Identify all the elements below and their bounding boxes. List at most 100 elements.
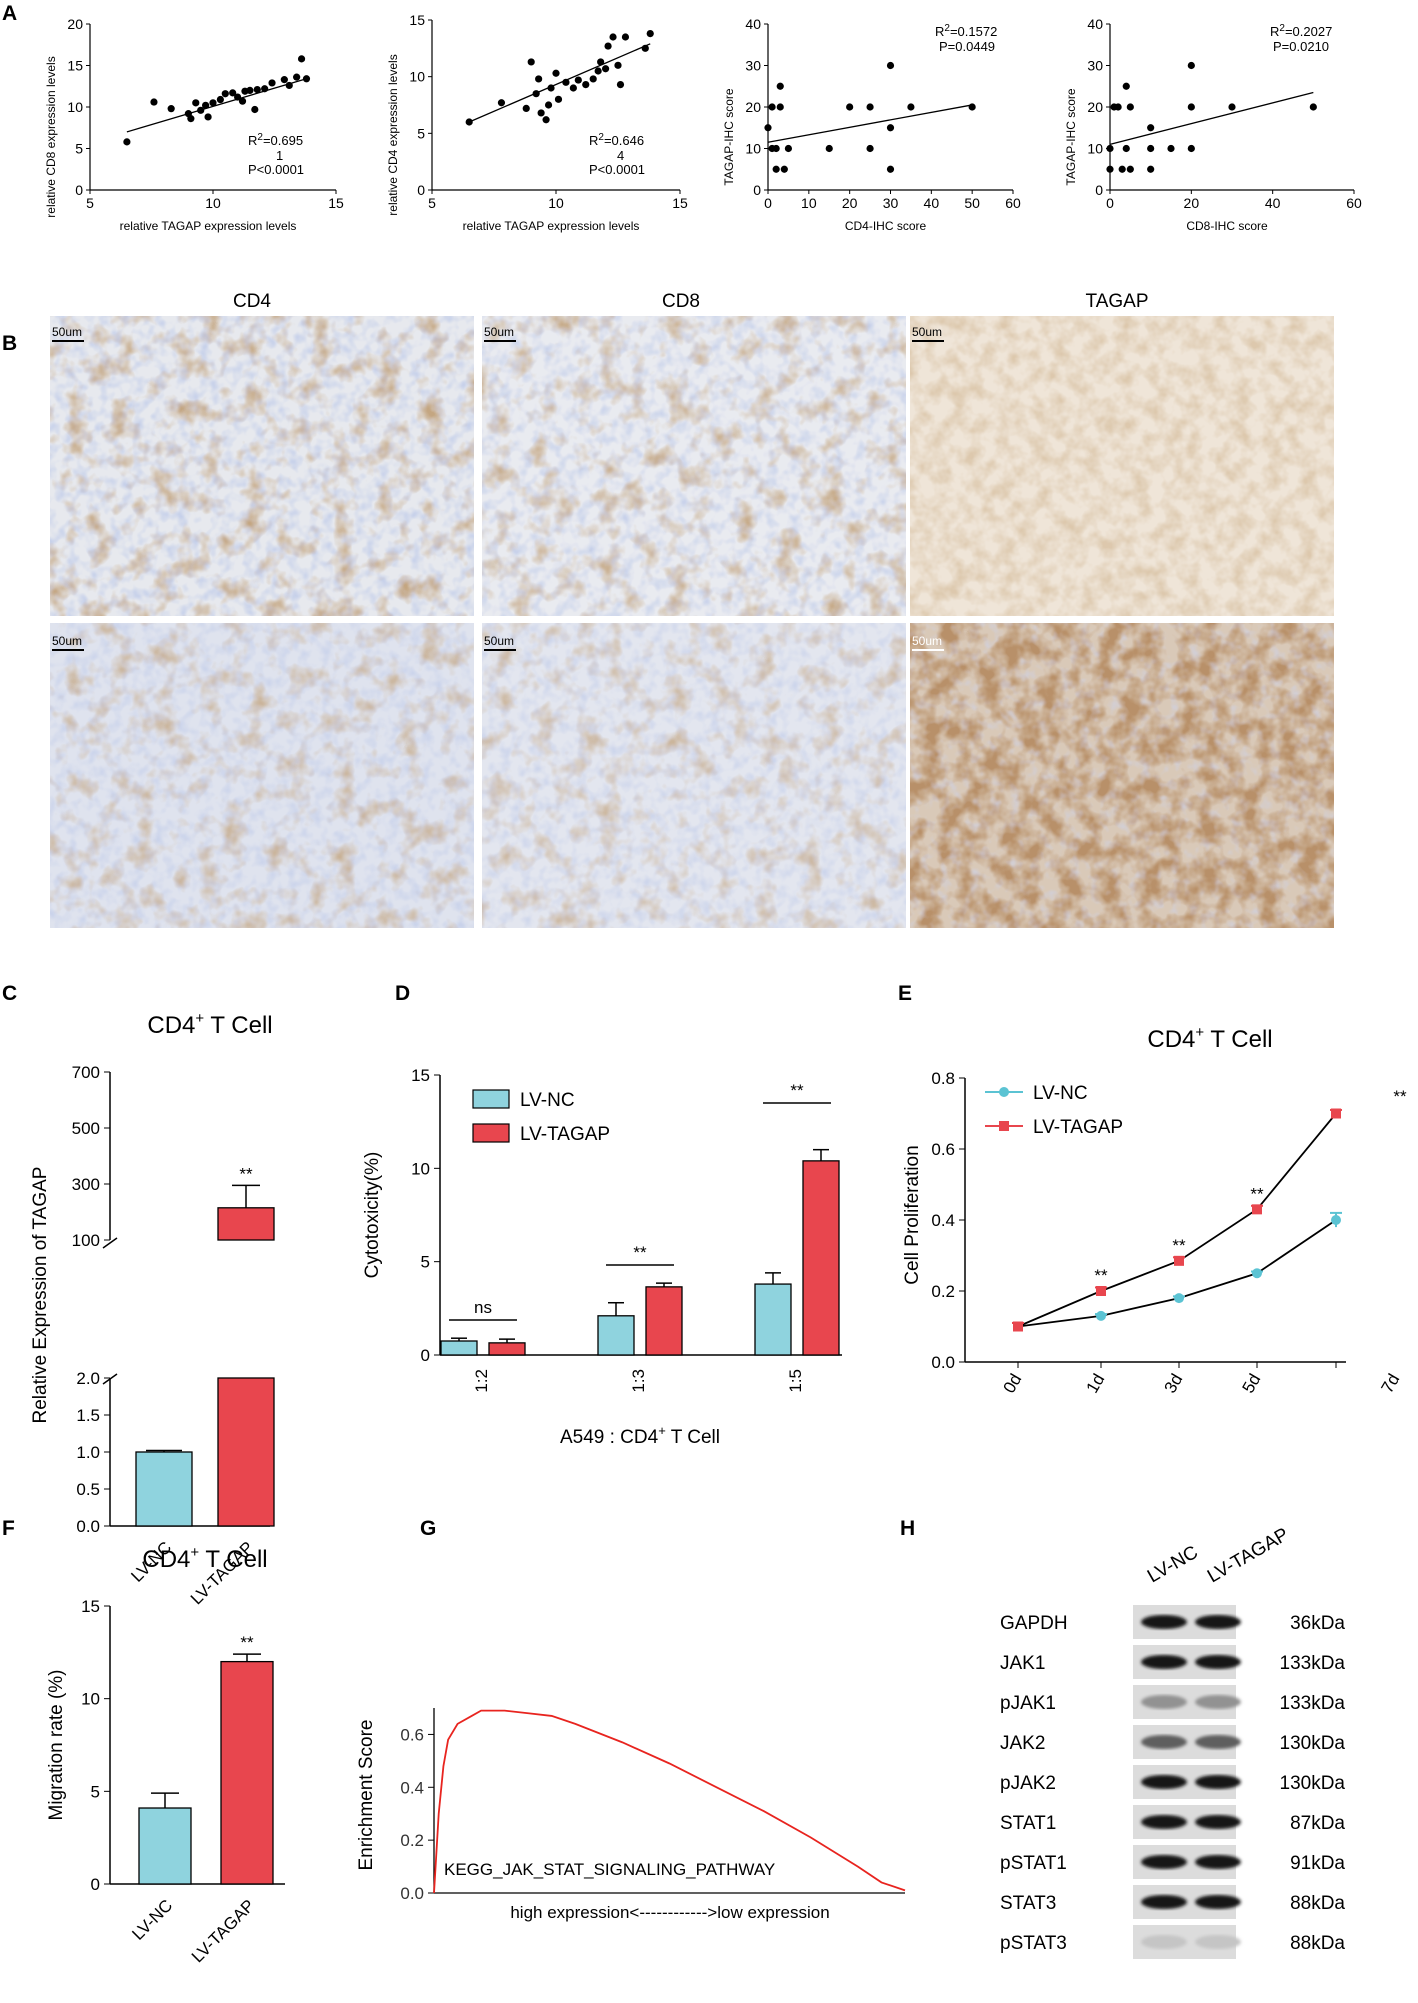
micrograph-title-tagap: TAGAP (1086, 291, 1149, 312)
x-tick-label: 0 (1106, 195, 1114, 211)
significance-label: ** (1172, 1236, 1186, 1255)
western-blot: LV-NC LV-TAGAP GAPDH 36kDa JAK1 133kDa pJAK1 13… (1000, 1524, 1345, 1959)
chart-g: 0.0 0.2 0.4 0.6 KEGG_JAK_STAT_SIGNALING_PATH… (356, 1708, 906, 1922)
axis-break-gap (216, 1242, 276, 1376)
blot-band (1141, 1615, 1187, 1629)
y-axis-label: TAGAP-IHC score (722, 88, 736, 185)
protein-label: JAK1 (1000, 1653, 1045, 1674)
scatter-point (1147, 165, 1155, 173)
svg-text:50um: 50um (52, 325, 82, 339)
svg-text:50um: 50um (912, 634, 942, 648)
lane-label: LV-NC (1144, 1542, 1202, 1587)
svg-text:50um: 50um (52, 634, 82, 648)
scatter-point (886, 165, 895, 173)
y-tick-label: 0.0 (400, 1884, 424, 1903)
x-axis-label: CD8-IHC score (1186, 219, 1268, 233)
blot-band (1195, 1775, 1241, 1789)
scatter-point (204, 113, 212, 121)
svg-text:50um: 50um (912, 325, 942, 339)
panel-label-a: A (2, 2, 17, 25)
x-tick-label: 0 (764, 195, 772, 211)
svg-text:R2=0.646: R2=0.646 (589, 132, 644, 148)
scatter-point (866, 144, 874, 153)
y-axis-label: Cell Proliferation (902, 1145, 923, 1284)
scatter-point (574, 76, 582, 84)
scatter-point (764, 124, 772, 132)
blot-band (1141, 1815, 1187, 1829)
y-tick-label: 10 (409, 69, 425, 85)
y-tick-label: 0 (753, 182, 761, 198)
protein-label: JAK2 (1000, 1733, 1045, 1754)
scatter-point (1106, 144, 1114, 153)
fit-line (767, 104, 973, 143)
bar (220, 1660, 274, 1885)
x-axis-label: high expression<------------>low express… (510, 1903, 829, 1922)
scatter-point (221, 90, 229, 98)
x-tick-label: 20 (1184, 195, 1200, 211)
panel-label-g: G (420, 1517, 436, 1540)
x-tick-label: 5 (86, 195, 94, 211)
scatter-point (1147, 144, 1155, 153)
scatter-point (968, 103, 976, 111)
chart-title: CD4+ T Cell (1147, 1024, 1272, 1053)
scatter-stats-a1: R2=0.695 1 P<0.0001 (248, 132, 304, 177)
data-point (1331, 1215, 1341, 1225)
significance-label: ** (1393, 1087, 1407, 1106)
protein-label: pSTAT3 (1000, 1933, 1067, 1954)
svg-text:R2=0.695: R2=0.695 (248, 132, 303, 148)
svg-text:R2=0.1572: R2=0.1572 (935, 23, 997, 39)
y-tick-label: 40 (745, 16, 761, 32)
fit-line (468, 43, 651, 123)
x-tick-label: 40 (924, 195, 940, 211)
scatter-point (527, 58, 535, 66)
scatter-point (251, 105, 259, 114)
significance-label: ** (1250, 1184, 1264, 1203)
protein-label: pJAK1 (1000, 1693, 1056, 1714)
scatter-point (542, 116, 550, 124)
scatter-point (594, 67, 602, 75)
x-axis-label-part: + (658, 1423, 666, 1438)
scatter-a3: 0 10 20 30 40 50 60 0 10 20 30 40 CD4-IHC score TAGAP… (722, 16, 1021, 233)
scatter-point (253, 85, 261, 94)
y-tick-label: 5 (421, 1253, 430, 1272)
scatter-point (280, 76, 288, 84)
scatter-point (123, 138, 131, 146)
y-tick-label: 500 (72, 1119, 100, 1138)
scale-bars: 50um 50um 50um 50um 50um 50um (52, 325, 944, 651)
scatter-point (554, 95, 563, 103)
x-tick-label: 5d (1239, 1371, 1265, 1397)
scatter-point (604, 42, 612, 50)
scatter-point (569, 84, 577, 92)
y-axis-label: Cytotoxicity(%) (362, 1152, 383, 1279)
y-axis-label: relative CD8 expression levels (44, 56, 58, 217)
x-tick-label: 60 (1005, 195, 1021, 211)
blot-band (1195, 1855, 1241, 1869)
chart-title-part: CD4 (142, 1546, 190, 1573)
scatter-point (241, 87, 249, 95)
x-tick-label: 15 (672, 195, 688, 211)
y-tick-label: 30 (745, 58, 761, 74)
panel-label-h: H (900, 1517, 915, 1540)
scatter-point (907, 103, 915, 111)
svg-text:1: 1 (276, 148, 283, 163)
legend-marker (999, 1121, 1009, 1131)
y-tick-label: 0.8 (931, 1069, 955, 1088)
scatter-point (582, 81, 590, 89)
scatter-point (772, 144, 780, 153)
legend-marker (999, 1087, 1009, 1097)
scatter-point (187, 115, 195, 123)
micrograph-tagap-top (910, 316, 1334, 616)
y-tick-label: 0.4 (400, 1778, 424, 1797)
axis-break-mark (102, 1237, 118, 1249)
x-tick-label: 60 (1346, 195, 1362, 211)
svg-text:P<0.0001: P<0.0001 (589, 162, 645, 177)
y-tick-label: 0 (1095, 182, 1103, 198)
protein-label: STAT1 (1000, 1813, 1056, 1834)
y-axis-label: TAGAP-IHC score (1064, 88, 1078, 185)
blot-band (1141, 1855, 1187, 1869)
blot-band (1195, 1655, 1241, 1669)
x-tick-label: 40 (1265, 195, 1281, 211)
y-axis-label: relative CD4 expression levels (386, 54, 400, 215)
blot-band (1141, 1695, 1187, 1709)
